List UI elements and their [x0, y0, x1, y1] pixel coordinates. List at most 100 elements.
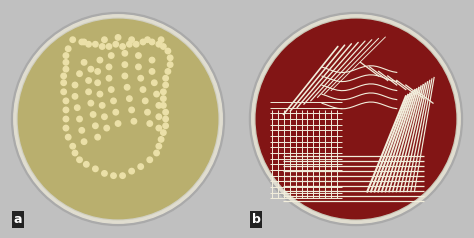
- Ellipse shape: [129, 107, 134, 113]
- Ellipse shape: [95, 69, 100, 74]
- Ellipse shape: [141, 40, 146, 45]
- Ellipse shape: [109, 54, 115, 59]
- Ellipse shape: [75, 106, 81, 111]
- Ellipse shape: [120, 45, 126, 50]
- Ellipse shape: [152, 80, 157, 85]
- Ellipse shape: [63, 60, 69, 65]
- Ellipse shape: [143, 99, 149, 104]
- Ellipse shape: [150, 69, 155, 75]
- Ellipse shape: [161, 89, 166, 94]
- Ellipse shape: [137, 54, 142, 59]
- Ellipse shape: [128, 97, 133, 102]
- Ellipse shape: [161, 45, 167, 50]
- Ellipse shape: [158, 137, 164, 142]
- Ellipse shape: [146, 110, 151, 116]
- Ellipse shape: [120, 44, 125, 49]
- Ellipse shape: [138, 164, 144, 169]
- Ellipse shape: [63, 66, 69, 72]
- Ellipse shape: [139, 76, 144, 82]
- Text: b: b: [252, 213, 261, 226]
- Ellipse shape: [102, 171, 108, 177]
- Ellipse shape: [129, 169, 134, 174]
- Ellipse shape: [123, 74, 128, 79]
- Ellipse shape: [73, 83, 78, 88]
- Ellipse shape: [89, 101, 94, 107]
- Ellipse shape: [127, 41, 132, 47]
- Ellipse shape: [109, 88, 115, 93]
- Ellipse shape: [161, 96, 166, 101]
- Ellipse shape: [157, 103, 162, 109]
- Ellipse shape: [113, 41, 118, 47]
- Ellipse shape: [131, 119, 137, 124]
- Ellipse shape: [77, 116, 82, 122]
- Ellipse shape: [72, 94, 78, 99]
- Ellipse shape: [136, 64, 141, 69]
- Ellipse shape: [148, 158, 153, 163]
- Ellipse shape: [252, 15, 460, 223]
- Ellipse shape: [95, 134, 100, 140]
- Ellipse shape: [255, 18, 457, 220]
- Ellipse shape: [106, 75, 112, 81]
- Ellipse shape: [100, 44, 105, 49]
- Ellipse shape: [102, 114, 107, 119]
- Ellipse shape: [115, 121, 121, 126]
- Ellipse shape: [89, 67, 94, 73]
- Ellipse shape: [134, 42, 139, 48]
- Ellipse shape: [166, 69, 171, 75]
- Ellipse shape: [98, 58, 103, 64]
- Ellipse shape: [129, 169, 135, 174]
- Ellipse shape: [109, 53, 114, 58]
- Ellipse shape: [161, 131, 167, 136]
- Ellipse shape: [123, 51, 128, 57]
- Ellipse shape: [111, 98, 116, 104]
- Ellipse shape: [61, 73, 66, 79]
- Ellipse shape: [111, 173, 116, 178]
- Ellipse shape: [73, 151, 78, 156]
- Ellipse shape: [161, 130, 166, 135]
- Ellipse shape: [79, 39, 84, 45]
- Ellipse shape: [92, 123, 98, 129]
- Ellipse shape: [249, 13, 463, 225]
- Ellipse shape: [161, 103, 167, 109]
- Ellipse shape: [164, 124, 169, 129]
- Ellipse shape: [161, 103, 166, 108]
- Ellipse shape: [70, 37, 75, 42]
- Ellipse shape: [106, 64, 112, 69]
- Ellipse shape: [70, 144, 75, 149]
- Ellipse shape: [116, 35, 121, 41]
- Ellipse shape: [140, 87, 146, 92]
- Ellipse shape: [147, 121, 153, 126]
- Ellipse shape: [97, 91, 103, 97]
- Ellipse shape: [145, 109, 150, 115]
- Ellipse shape: [161, 97, 167, 102]
- Ellipse shape: [96, 135, 101, 140]
- Ellipse shape: [63, 107, 69, 113]
- Ellipse shape: [116, 121, 121, 127]
- Ellipse shape: [77, 71, 82, 76]
- Ellipse shape: [93, 167, 99, 172]
- Ellipse shape: [92, 166, 98, 172]
- Ellipse shape: [111, 174, 117, 179]
- Ellipse shape: [63, 125, 69, 131]
- Ellipse shape: [141, 88, 146, 93]
- Ellipse shape: [64, 67, 69, 73]
- Ellipse shape: [161, 44, 166, 49]
- Ellipse shape: [155, 151, 160, 156]
- Ellipse shape: [137, 65, 142, 70]
- Ellipse shape: [84, 162, 90, 168]
- Ellipse shape: [157, 126, 162, 131]
- Ellipse shape: [163, 116, 168, 122]
- Ellipse shape: [106, 44, 112, 49]
- Ellipse shape: [134, 41, 139, 47]
- Ellipse shape: [164, 83, 169, 88]
- Ellipse shape: [256, 19, 456, 219]
- Ellipse shape: [92, 41, 98, 47]
- Ellipse shape: [150, 40, 155, 45]
- Ellipse shape: [136, 53, 141, 58]
- Ellipse shape: [164, 110, 169, 116]
- Ellipse shape: [63, 98, 69, 104]
- Ellipse shape: [63, 53, 69, 58]
- Ellipse shape: [95, 80, 100, 85]
- Ellipse shape: [167, 55, 173, 60]
- Ellipse shape: [154, 150, 159, 156]
